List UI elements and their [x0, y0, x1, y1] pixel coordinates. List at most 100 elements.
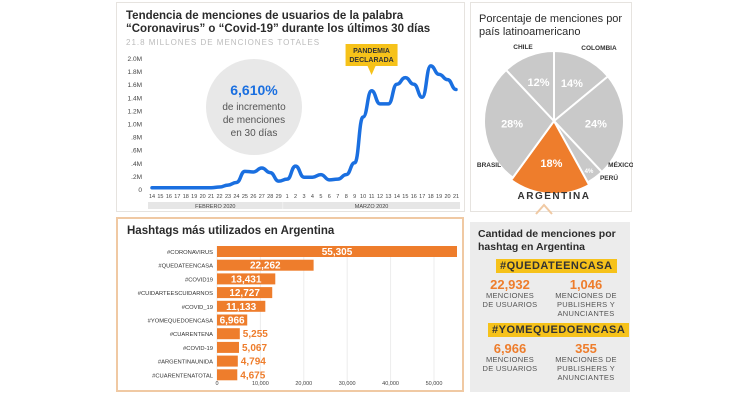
- x-tick-label: 18: [428, 194, 434, 200]
- slice-value: 24%: [585, 119, 607, 131]
- x-tick-label: 29: [276, 194, 282, 200]
- y-tick-label: .2M: [131, 174, 142, 181]
- y-tick-label: 1.2M: [128, 108, 142, 115]
- slice-value: 12%: [528, 77, 550, 89]
- category-label: #ARGENTINAUNIDA: [158, 360, 213, 366]
- bar-value-label: 5,255: [243, 329, 268, 340]
- bar-value-label: 22,262: [250, 261, 281, 272]
- x-tick-label: 20: [200, 194, 206, 200]
- x-tick-label: 26: [250, 194, 256, 200]
- users-label: MENCIONES DE USUARIOS: [482, 291, 538, 309]
- slice-value: 4%: [585, 169, 594, 175]
- month-band: [148, 202, 283, 209]
- x-tick-label: 17: [419, 194, 425, 200]
- y-tick-label: 1.4M: [128, 95, 142, 102]
- pie-title: Porcentaje de menciones por país latinoa…: [479, 13, 623, 38]
- slice-label: ARGENTINA: [518, 191, 591, 202]
- category-label: #YOMEQUEDOENCASA: [148, 319, 214, 325]
- trend-subtitle: 21.8 MILLONES DE MENCIONES TOTALES: [126, 38, 321, 47]
- pie-slice: [553, 49, 610, 124]
- users-count: 6,966: [493, 341, 527, 356]
- publishers-label: MENCIONES DE PUBLISHERS Y ANUNCIANTES: [555, 291, 617, 318]
- x-tick-label: 13: [385, 194, 391, 200]
- x-tick-label: 10,000: [252, 381, 269, 387]
- x-tick-label: 28: [267, 194, 273, 200]
- trend-panel: Tendencia de menciones de usuarios de la…: [116, 2, 465, 212]
- bar: [217, 328, 240, 340]
- y-tick-label: 0: [138, 187, 142, 194]
- month-band: [283, 202, 460, 209]
- trend-line: [150, 64, 458, 190]
- pie-slice: [483, 68, 556, 180]
- hashtag-badge: #YOMEQUEDOENCASA: [488, 323, 630, 337]
- bar-chart: 0 10,000 20,000 30,000 40,000 50,000 #CORONAVI…: [138, 246, 457, 387]
- x-tick-label: 3: [302, 194, 305, 200]
- x-tick-label: 4: [311, 194, 314, 200]
- trend-title: Tendencia de menciones de usuarios de la…: [126, 10, 431, 35]
- publishers-count: 1,046: [569, 277, 603, 292]
- stats-panel: Cantidad de menciones por hashtag en Arg…: [470, 222, 630, 392]
- y-tick-label: 1.0M: [128, 122, 142, 129]
- bar: [217, 246, 457, 257]
- x-tick-label: 50,000: [426, 381, 443, 387]
- annotation-text: DECLARADA: [349, 57, 393, 64]
- x-tick-label: 40,000: [382, 381, 399, 387]
- pie-slice: [504, 49, 555, 124]
- x-tick-label: 24: [233, 194, 239, 200]
- bar: [217, 341, 239, 353]
- bar-value-label: 5,067: [242, 343, 267, 354]
- y-tick-label: .6M: [131, 148, 142, 155]
- x-tick-label: 0: [215, 381, 218, 387]
- bar-value-label: 11,133: [226, 302, 256, 313]
- category-label: #COVID-19: [183, 346, 213, 352]
- x-tick-label: 23: [225, 194, 231, 200]
- x-tick-label: 15: [402, 194, 408, 200]
- category-label: #QUEDATEENCASA: [158, 264, 213, 270]
- slice-value: 14%: [561, 78, 583, 90]
- hashtag-panel: Hashtags más utilizados en Argentina 0 10…: [116, 217, 464, 392]
- x-tick-label: 17: [174, 194, 180, 200]
- callout-text: de incremento: [222, 102, 286, 113]
- x-tick-label: 5: [319, 194, 322, 200]
- slice-label: BRASIL: [477, 162, 501, 169]
- bar-value-label: 4,675: [240, 370, 265, 381]
- x-tick-label: 18: [183, 194, 189, 200]
- line-chart: 6,610% de incremento de menciones en 30 día…: [128, 44, 460, 210]
- x-tick-label: 2: [294, 194, 297, 200]
- bar-value-label: 13,431: [231, 274, 262, 285]
- annotation-pointer: [367, 66, 376, 75]
- callout-circle: [206, 59, 302, 155]
- x-tick-label: 14: [149, 194, 155, 200]
- bar: [217, 300, 266, 312]
- bar-value-label: 12,727: [229, 288, 260, 299]
- x-tick-label: 25: [242, 194, 248, 200]
- bar: [217, 273, 276, 285]
- x-tick-label: 12: [377, 194, 383, 200]
- x-tick-label: 15: [157, 194, 163, 200]
- pie-chart: 14% COLOMBIA 24% MÉXICO 4% PERÚ 18% ARGENTINA 28…: [477, 44, 633, 202]
- x-tick-label: 20: [444, 194, 450, 200]
- category-label: #CUARENTENATOTAL: [152, 373, 214, 379]
- x-tick-label: 22: [216, 194, 222, 200]
- callout-value: 6,610%: [230, 82, 278, 98]
- x-tick-label: 14: [394, 194, 400, 200]
- slice-label: COLOMBIA: [581, 45, 617, 52]
- category-label: #CUIDARTEESCUIDARNOS: [138, 291, 213, 297]
- bar-value-label: 4,794: [241, 357, 266, 368]
- y-tick-label: 1.8M: [128, 69, 142, 76]
- x-tick-label: 7: [336, 194, 339, 200]
- category-label: #COVID_19: [182, 305, 213, 311]
- bar: [217, 369, 238, 381]
- x-tick-label: 21: [208, 194, 214, 200]
- pie-slice: [509, 119, 591, 195]
- bar: [217, 355, 238, 367]
- y-tick-label: .8M: [131, 135, 142, 142]
- x-tick-label: 19: [191, 194, 197, 200]
- x-tick-label: 1: [286, 194, 289, 200]
- bar: [217, 287, 273, 299]
- slice-label: PERÚ: [600, 173, 618, 182]
- category-label: #CORONAVIRUS: [167, 250, 213, 256]
- pie-panel: Porcentaje de menciones por país latinoa…: [470, 2, 633, 212]
- month-label: MARZO 2020: [355, 204, 389, 210]
- annotation-text: PANDEMIA: [353, 48, 390, 55]
